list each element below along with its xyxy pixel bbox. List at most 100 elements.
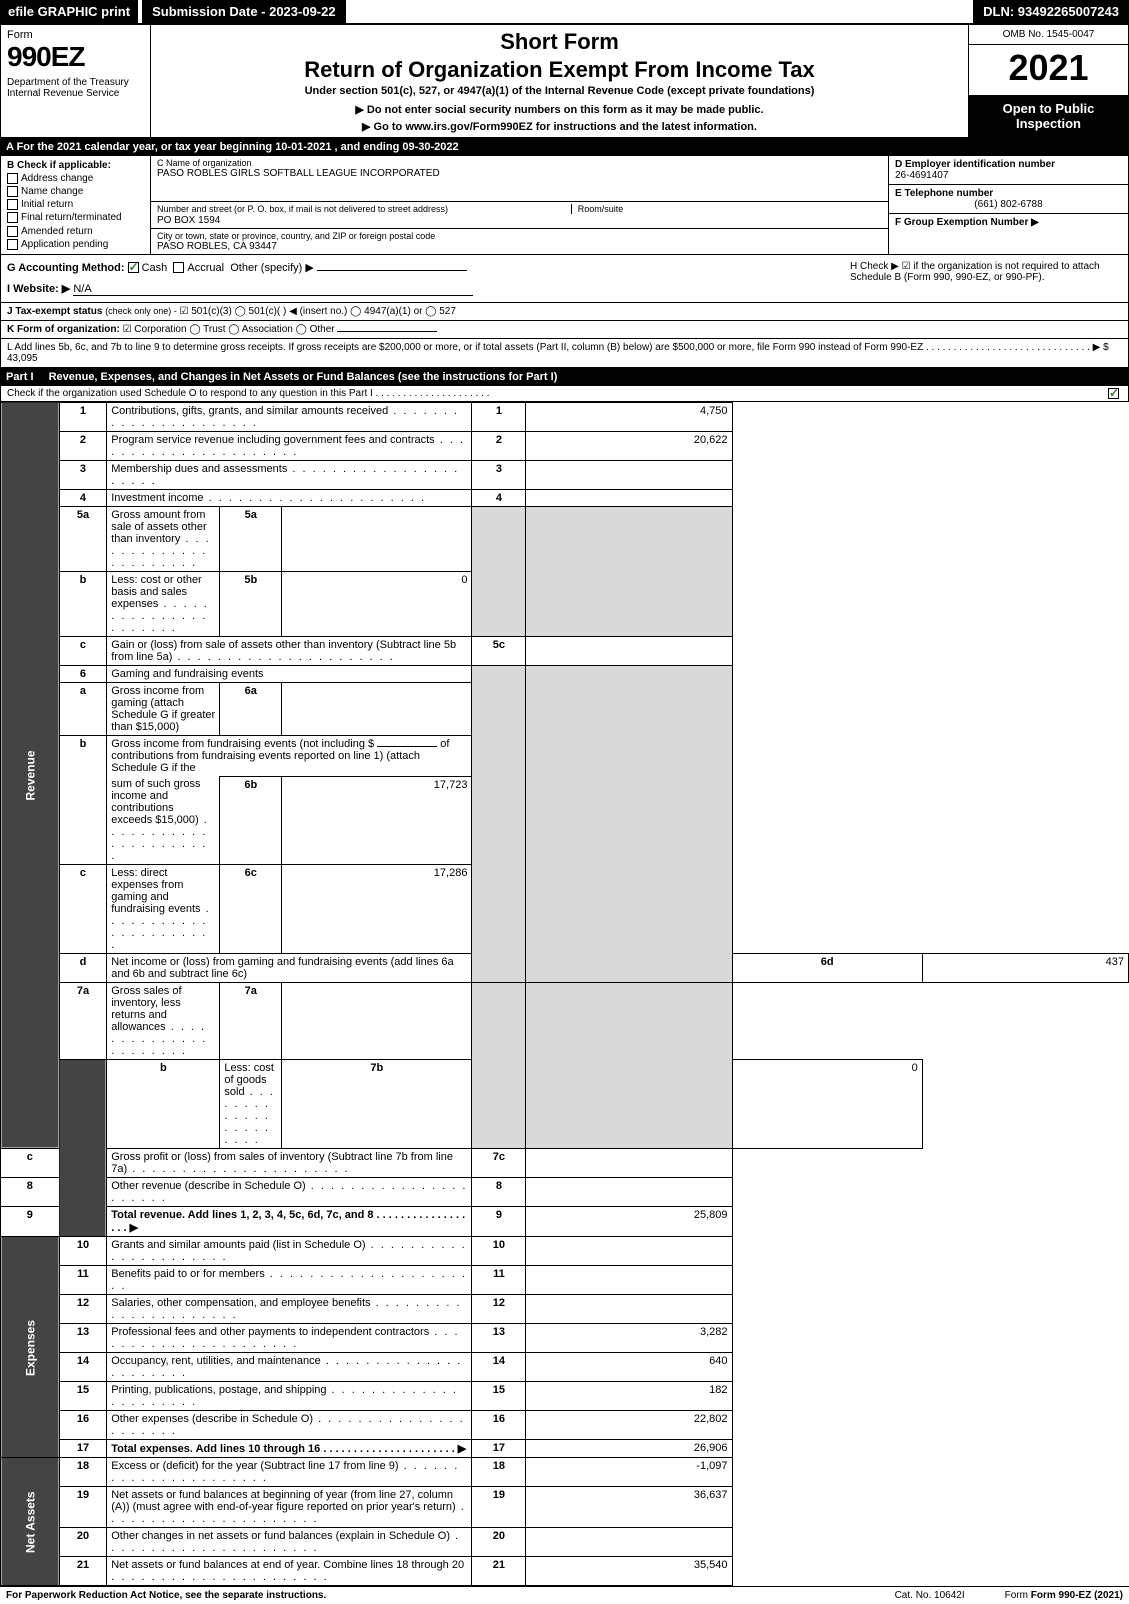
street-label: Number and street (or P. O. box, if mail… xyxy=(157,204,448,214)
shade-5ab-amt xyxy=(526,506,732,636)
section-h: H Check ▶ ☑ if the organization is not r… xyxy=(842,261,1122,296)
line-2-desc: Program service revenue including govern… xyxy=(107,431,472,460)
shade-6-amt xyxy=(526,665,732,983)
efile-print[interactable]: efile GRAPHIC print xyxy=(0,0,138,23)
line-14-amt: 640 xyxy=(526,1353,732,1382)
line-17-rno: 17 xyxy=(472,1440,526,1458)
line-19-amt: 36,637 xyxy=(526,1487,732,1528)
street-block: Number and street (or P. O. box, if mail… xyxy=(151,202,888,229)
line-6d-rno: 6d xyxy=(732,954,922,983)
top-bar: efile GRAPHIC print Submission Date - 20… xyxy=(0,0,1129,24)
line-7b-samt: 0 xyxy=(732,1060,922,1149)
dln: DLN: 93492265007243 xyxy=(973,0,1129,23)
line-1-amt: 4,750 xyxy=(526,402,732,431)
chk-accrual[interactable] xyxy=(173,262,184,273)
line-5a-samt xyxy=(282,506,472,571)
form-header: Form 990EZ Department of the Treasury In… xyxy=(0,24,1129,138)
line-7b-sno: 7b xyxy=(282,1060,472,1149)
col-def: D Employer identification number 26-4691… xyxy=(888,156,1128,254)
chk-application-pending[interactable]: Application pending xyxy=(7,239,144,250)
line-7b-desc: Less: cost of goods sold xyxy=(220,1060,282,1149)
chk-address-change[interactable]: Address change xyxy=(7,173,144,184)
other-specify: Other (specify) ▶ xyxy=(230,262,314,274)
other-specify-field[interactable] xyxy=(317,270,467,271)
tax-year: 2021 xyxy=(969,45,1128,91)
line-4-rno: 4 xyxy=(472,489,526,506)
line-6c-samt: 17,286 xyxy=(282,865,472,954)
line-5c-desc: Gain or (loss) from sale of assets other… xyxy=(107,636,472,665)
line-1-rno: 1 xyxy=(472,402,526,431)
line-11-no: 11 xyxy=(59,1266,107,1295)
line-9-rno: 9 xyxy=(472,1207,526,1237)
chk-amended-return[interactable]: Amended return xyxy=(7,226,144,237)
line-18-no: 18 xyxy=(59,1458,107,1487)
line-4-amt xyxy=(526,489,732,506)
group-exemption-block: F Group Exemption Number ▶ xyxy=(889,214,1128,254)
line-7b-no: b xyxy=(107,1060,220,1149)
line-6-desc: Gaming and fundraising events xyxy=(107,665,472,682)
line-6d-desc: Net income or (loss) from gaming and fun… xyxy=(107,954,472,983)
chk-name-change[interactable]: Name change xyxy=(7,186,144,197)
line-7c-amt xyxy=(526,1149,732,1178)
form-org-label: K Form of organization: xyxy=(7,324,120,335)
line-6d-amt: 437 xyxy=(922,954,1128,983)
gross-receipts-text: L Add lines 5b, 6c, and 7b to line 9 to … xyxy=(7,342,1109,364)
header-center: Short Form Return of Organization Exempt… xyxy=(151,25,968,137)
line-13-rno: 13 xyxy=(472,1324,526,1353)
catalog-number: Cat. No. 10642I xyxy=(895,1590,965,1601)
part1-scheduleO-check[interactable] xyxy=(1108,388,1119,399)
form-label: Form xyxy=(7,29,144,41)
line-14-rno: 14 xyxy=(472,1353,526,1382)
line-15-desc: Printing, publications, postage, and shi… xyxy=(107,1382,472,1411)
line-6a-no: a xyxy=(59,682,107,735)
city-block: City or town, state or province, country… xyxy=(151,229,888,254)
room-suite-label: Room/suite xyxy=(571,204,624,214)
line-15-rno: 15 xyxy=(472,1382,526,1411)
part1-check-text: Check if the organization used Schedule … xyxy=(7,388,489,399)
line-14-no: 14 xyxy=(59,1353,107,1382)
line-17-desc: Total expenses. Add lines 10 through 16 … xyxy=(107,1440,472,1458)
org-name-block: C Name of organization PASO ROBLES GIRLS… xyxy=(151,156,888,202)
line-16-rno: 16 xyxy=(472,1411,526,1440)
line-18-desc: Excess or (deficit) for the year (Subtra… xyxy=(107,1458,472,1487)
chk-initial-return[interactable]: Initial return xyxy=(7,199,144,210)
tel-label: E Telephone number xyxy=(895,188,1122,199)
line-5b-samt: 0 xyxy=(282,571,472,636)
line-17-amt: 26,906 xyxy=(526,1440,732,1458)
line-6c-sno: 6c xyxy=(220,865,282,954)
header-left: Form 990EZ Department of the Treasury In… xyxy=(1,25,151,137)
section-l: L Add lines 5b, 6c, and 7b to line 9 to … xyxy=(0,339,1129,368)
chk-cash[interactable] xyxy=(128,262,139,273)
header-right: OMB No. 1545-0047 2021 Open to Public In… xyxy=(968,25,1128,137)
line-10-desc: Grants and similar amounts paid (list in… xyxy=(107,1237,472,1266)
revenue-side-cont xyxy=(59,1060,107,1237)
line-6b-desc1: Gross income from fundraising events (no… xyxy=(107,735,472,776)
goto-link[interactable]: ▶ Go to www.irs.gov/Form990EZ for instru… xyxy=(155,120,964,133)
section-bcd: B Check if applicable: Address change Na… xyxy=(0,156,1129,255)
line-20-no: 20 xyxy=(59,1528,107,1557)
other-org-field[interactable] xyxy=(337,331,437,332)
line-6b-desc3: sum of such gross income and contributio… xyxy=(107,776,220,865)
form-org-options[interactable]: ☑ Corporation ◯ Trust ◯ Association ◯ Ot… xyxy=(123,324,335,335)
tel-value: (661) 802-6788 xyxy=(895,199,1122,210)
col-c-org-info: C Name of organization PASO ROBLES GIRLS… xyxy=(151,156,888,254)
line-2-rno: 2 xyxy=(472,431,526,460)
website-label: I Website: ▶ xyxy=(7,283,70,295)
website-value: N/A xyxy=(73,283,473,296)
accounting-method: G Accounting Method: Cash Accrual Other … xyxy=(7,261,842,274)
org-name-label: C Name of organization xyxy=(157,158,882,168)
line-6b-amt-field[interactable] xyxy=(377,746,437,747)
street-value: PO BOX 1594 xyxy=(157,215,882,226)
line-6d-no: d xyxy=(59,954,107,983)
line-9-amt: 25,809 xyxy=(526,1207,732,1237)
omb-number: OMB No. 1545-0047 xyxy=(969,25,1128,45)
line-11-desc: Benefits paid to or for members xyxy=(107,1266,472,1295)
line-8-no: 8 xyxy=(1,1178,60,1207)
tax-exempt-options[interactable]: ☑ 501(c)(3) ◯ 501(c)( ) ◀ (insert no.) ◯… xyxy=(180,306,456,317)
line-6c-no: c xyxy=(59,865,107,954)
chk-final-return[interactable]: Final return/terminated xyxy=(7,212,144,223)
line-13-amt: 3,282 xyxy=(526,1324,732,1353)
line-15-amt: 182 xyxy=(526,1382,732,1411)
part1-label: Part I xyxy=(6,371,46,383)
line-21-amt: 35,540 xyxy=(526,1557,732,1586)
